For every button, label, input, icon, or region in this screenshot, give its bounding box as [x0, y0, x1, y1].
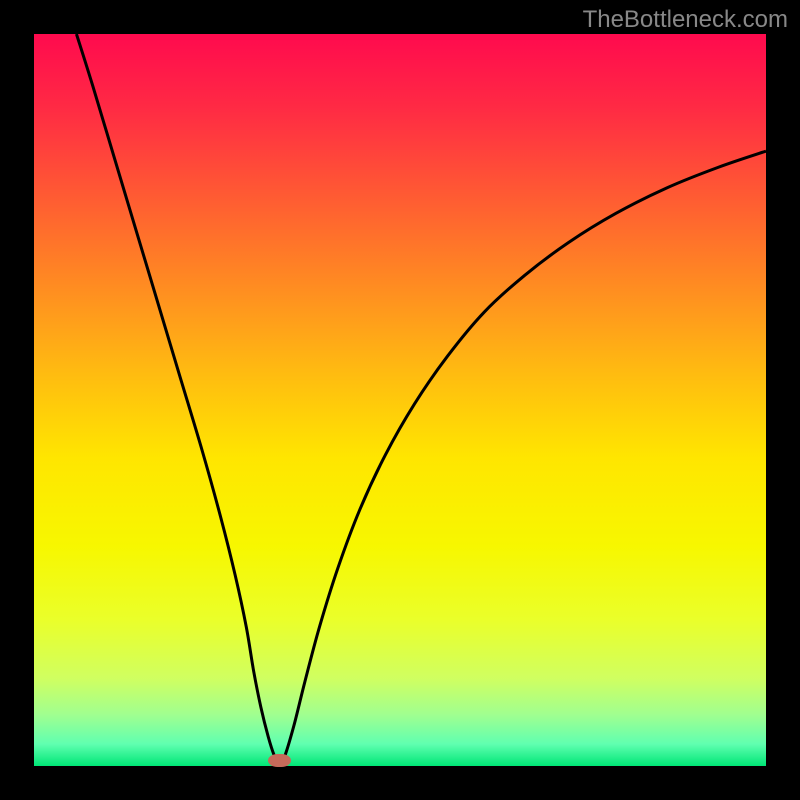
- watermark-text: TheBottleneck.com: [583, 6, 788, 34]
- plot-area: [34, 34, 766, 766]
- chart-container: TheBottleneck.com: [0, 0, 800, 800]
- optimum-marker: [268, 754, 291, 767]
- gradient-background: [34, 34, 766, 766]
